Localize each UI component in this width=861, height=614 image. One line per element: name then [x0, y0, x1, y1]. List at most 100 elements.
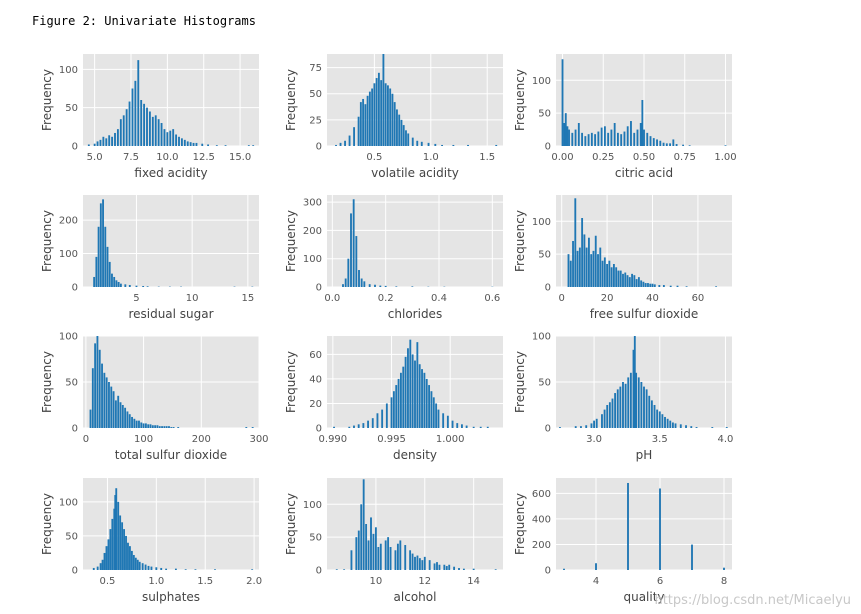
- histogram-bar: [99, 203, 102, 287]
- histogram-bar: [676, 285, 679, 287]
- histogram-bar: [590, 254, 593, 287]
- histogram-bar: [131, 88, 134, 146]
- histogram-bar: [581, 218, 584, 287]
- histogram-bar: [363, 281, 366, 287]
- histogram-bar: [635, 372, 638, 428]
- y-tick-label: 0: [72, 142, 78, 153]
- histogram-panel: 10 12 14 0 50 100 alcohol Frequency: [284, 478, 503, 604]
- histogram-bar: [626, 275, 629, 287]
- histogram-bar: [333, 426, 335, 428]
- histogram-bar: [251, 427, 254, 428]
- histogram-bar: [157, 119, 160, 146]
- histogram-bar: [379, 285, 382, 287]
- y-tick-label: 100: [59, 65, 78, 76]
- histogram-bar: [448, 564, 451, 570]
- histogram-bar: [101, 363, 103, 428]
- histogram-bar: [661, 414, 664, 428]
- y-tick-label: 100: [303, 254, 322, 265]
- histogram-bar: [142, 285, 145, 287]
- histogram-bar: [365, 524, 368, 570]
- histogram-bar: [402, 366, 405, 428]
- histogram-panel: 0.990 0.995 1.000 0 20 40 60 density Frequency: [284, 336, 503, 462]
- y-tick-label: 75: [309, 63, 322, 74]
- histogram-bar: [725, 427, 728, 428]
- histogram-bar: [682, 144, 685, 146]
- histogram-bar: [344, 278, 347, 287]
- histogram-bar: [135, 420, 138, 428]
- histogram-bar: [658, 411, 661, 428]
- histogram-bar: [637, 277, 640, 287]
- histogram-bar: [119, 119, 122, 146]
- y-tick-label: 300: [303, 198, 322, 209]
- histogram-bar: [343, 569, 346, 570]
- histogram-bar: [642, 281, 645, 287]
- y-axis-label: Frequency: [284, 351, 298, 413]
- histogram-bar: [375, 78, 378, 146]
- histogram-bar: [180, 138, 183, 146]
- y-tick-label: 0: [545, 566, 551, 577]
- histogram-bar: [574, 129, 577, 146]
- histogram-bar: [101, 559, 104, 570]
- histogram-bar: [373, 83, 376, 146]
- x-tick-label: 4.0: [717, 434, 733, 445]
- histogram-bar: [411, 354, 414, 428]
- histogram-bar: [669, 285, 672, 287]
- x-tick-label: 0.75: [674, 152, 696, 163]
- y-tick-label: 0: [316, 142, 322, 153]
- histogram-bar: [140, 422, 143, 428]
- histogram-bar: [168, 426, 170, 428]
- histogram-bar: [362, 423, 365, 428]
- histogram-bar: [407, 133, 410, 146]
- histogram-panel: 0.00 0.25 0.50 0.75 1.00 0 50 100 citric acid Fre…: [513, 54, 737, 180]
- x-axis-label: fixed acidity: [134, 166, 207, 180]
- histogram-bar: [418, 364, 421, 428]
- histogram-bar: [404, 356, 407, 428]
- figure-title: Figure 2: Univariate Histograms: [32, 14, 256, 28]
- histogram-bar: [144, 423, 147, 428]
- histogram-bar: [587, 134, 590, 146]
- histogram-bar: [600, 127, 603, 146]
- x-tick-label: 0.00: [551, 152, 573, 163]
- histogram-bar: [151, 116, 154, 146]
- histogram-bar: [576, 250, 579, 287]
- histogram-bar: [414, 556, 416, 570]
- histogram-bar: [590, 132, 593, 146]
- histogram-bar: [252, 145, 255, 146]
- x-tick-label: 12: [418, 576, 431, 587]
- histogram-bar: [577, 123, 580, 146]
- y-tick-label: 100: [303, 500, 322, 511]
- y-axis-label: Frequency: [284, 210, 298, 272]
- histogram-bar: [432, 397, 435, 428]
- x-tick-label: 0.995: [377, 434, 406, 445]
- histogram-bar: [174, 568, 177, 570]
- histogram-bar: [138, 561, 141, 570]
- histogram-bar: [656, 139, 658, 146]
- y-tick-label: 0: [316, 283, 322, 294]
- histogram-bar: [610, 129, 613, 146]
- histogram-bar: [357, 530, 360, 570]
- histogram-bar: [633, 132, 636, 146]
- histogram-bar: [486, 426, 489, 428]
- histogram-bar: [669, 143, 672, 146]
- histogram-bar: [624, 272, 627, 287]
- histogram-bar: [613, 123, 616, 146]
- histogram-bar: [99, 563, 102, 570]
- histogram-bar: [610, 267, 613, 287]
- histogram-bar: [641, 100, 644, 146]
- histogram-bar: [445, 566, 448, 570]
- histogram-bar: [409, 339, 412, 428]
- histogram-bar: [335, 569, 338, 570]
- x-tick-label: 1.0: [423, 152, 439, 163]
- histogram-bar: [347, 258, 350, 287]
- y-tick-label: 0: [316, 566, 322, 577]
- histogram-bar: [411, 286, 414, 287]
- histogram-bar: [622, 382, 624, 428]
- x-axis-label: free sulfur dioxide: [590, 307, 699, 321]
- histogram-bar: [590, 423, 593, 428]
- y-tick-label: 50: [538, 109, 551, 120]
- histogram-bar: [611, 398, 614, 428]
- histogram-bar: [93, 276, 96, 287]
- histogram-bar: [362, 98, 365, 146]
- x-axis-label: quality: [623, 590, 664, 604]
- x-tick-label: 20: [601, 293, 614, 304]
